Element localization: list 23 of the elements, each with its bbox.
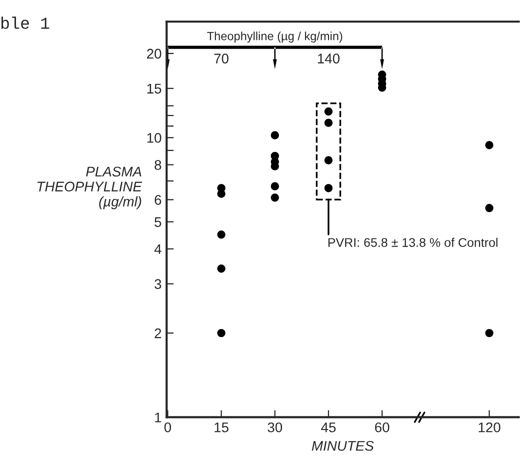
y-tick-label: 4 — [154, 244, 162, 254]
y-axis-title: PLASMA THEOPHYLLINE (µg/ml) — [37, 166, 142, 210]
y-tick-label: 15 — [147, 84, 162, 94]
x-tick-label: 30 — [268, 422, 282, 432]
y-tick-label: 2 — [154, 328, 162, 338]
x-tick-label: 120 — [478, 422, 500, 432]
y-tick-label: 20 — [147, 48, 162, 59]
x-tick-label: 60 — [375, 422, 390, 432]
y-tick-label: 6 — [154, 195, 162, 205]
annotation: Theophylline (µg / kg/min) — [207, 32, 342, 43]
x-tick-label: 45 — [321, 422, 336, 432]
y-tick-label: 8 — [154, 160, 162, 170]
annotation: PVRI: 65.8 ± 13.8 % of Control — [328, 238, 498, 247]
y-tick-label: 10 — [147, 132, 162, 143]
x-axis-title: MINUTES — [312, 440, 374, 451]
y-tick-label: 5 — [154, 217, 162, 227]
y-tick-label: 3 — [154, 279, 162, 289]
y-tick-label: 1 — [155, 412, 162, 422]
annotation: 140 — [318, 54, 340, 64]
x-tick-label: 15 — [214, 422, 228, 432]
x-tick-label: 0 — [164, 422, 172, 432]
text: ble 1 — [1, 16, 50, 29]
annotation: 70 — [214, 54, 228, 64]
